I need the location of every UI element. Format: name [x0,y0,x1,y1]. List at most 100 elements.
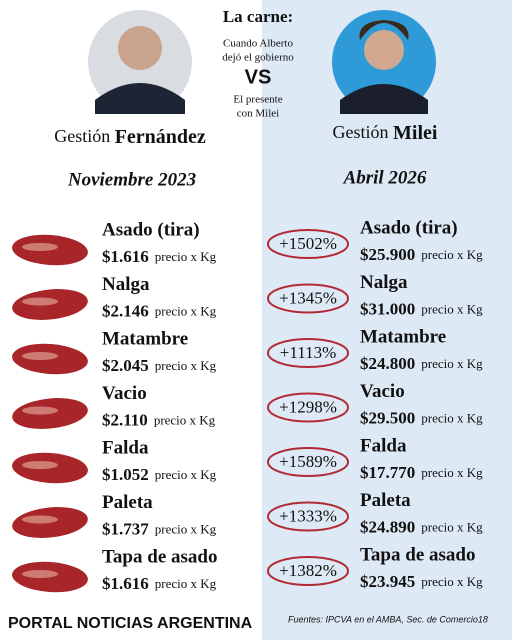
meat-fat [22,297,58,306]
price-after: $29.500 [360,408,415,427]
price-line: $1.616 precio x Kg [102,247,217,266]
cut-name: Vacio [360,381,405,402]
change-circle [267,229,349,259]
unit: precio x Kg [155,358,217,373]
cut-name: Nalga [360,272,408,293]
unit: precio x Kg [421,247,483,262]
subtitle: dejó el gobierno [222,52,294,64]
left-label: Gestión Fernández [54,126,206,148]
cut-name: Matambre [360,326,446,347]
unit: precio x Kg [155,467,217,482]
price-before: $2.045 [102,356,149,375]
price-line: $1.616 precio x Kg [102,574,217,593]
title: La carne: [223,7,293,26]
price-line: $1.052 precio x Kg [102,465,217,484]
meat-fat [22,243,58,251]
label-prefix: Gestión [54,126,110,146]
footer-source: Fuentes: IPCVA en el AMBA, Sec. de Comer… [288,614,488,624]
change: +1333% [279,506,337,525]
cut-name: Matambre [102,328,188,349]
subtitle: con Milei [237,108,279,120]
right-date: Abril 2026 [343,167,427,188]
cut-name: Nalga [102,274,150,295]
price-after: $24.800 [360,354,415,373]
change: +1113% [280,343,337,362]
price-line: $2.045 precio x Kg [102,356,217,375]
cut-name: Vacio [102,383,147,404]
price-line: $2.110 precio x Kg [102,410,216,429]
price-line: $17.770 precio x Kg [360,463,483,482]
price-before: $2.110 [102,410,148,429]
change: +1589% [279,452,337,471]
cut-name: Asado (tira) [102,219,200,240]
unit: precio x Kg [155,576,217,591]
cut-name: Paleta [360,490,411,511]
unit: precio x Kg [421,574,483,589]
unit: precio x Kg [155,521,217,536]
unit: precio x Kg [421,519,483,534]
change: +1502% [279,234,337,253]
price-after: $31.000 [360,299,415,318]
price-line: $25.900 precio x Kg [360,245,483,264]
change-circle [267,447,349,477]
price-before: $1.737 [102,519,149,538]
unit: precio x Kg [154,412,216,427]
label-name: Milei [393,122,438,144]
cut-name: Paleta [102,492,153,513]
change: +1298% [279,397,337,416]
price-line: $23.945 precio x Kg [360,572,483,591]
unit: precio x Kg [421,356,483,371]
price-line: $24.890 precio x Kg [360,517,483,536]
price-before: $1.052 [102,465,149,484]
unit: precio x Kg [421,465,483,480]
cut-name: Tapa de asado [102,546,217,567]
label-prefix: Gestión [333,122,389,142]
cut-name: Falda [102,437,149,458]
unit: precio x Kg [155,249,217,264]
photo-face [364,30,404,70]
change-circle [267,392,349,423]
change: +1382% [279,561,337,580]
price-after: $24.890 [360,517,415,536]
change-circle [267,501,349,532]
photo-suit [95,83,185,114]
price-line: $2.146 precio x Kg [102,301,217,320]
price-after: $25.900 [360,245,415,264]
meat-fat [22,406,58,415]
price-before: $1.616 [102,574,149,593]
photo-suit [340,84,428,114]
subtitle: El presente [233,94,282,106]
unit: precio x Kg [421,410,483,425]
price-line: $1.737 precio x Kg [102,519,217,538]
change-circle [267,556,349,586]
price-after: $17.770 [360,463,415,482]
unit: precio x Kg [421,301,483,316]
right-label: Gestión Milei [333,122,438,144]
cut-name: Asado (tira) [360,217,458,238]
price-line: $31.000 precio x Kg [360,299,483,318]
meat-fat [22,515,58,524]
price-after: $23.945 [360,572,415,591]
price-before: $1.616 [102,247,149,266]
meat-fat [22,352,58,360]
cut-name: Tapa de asado [360,544,475,565]
rows: Asado (tira) $1.616 precio x Kg +1502% Asado… [12,217,483,593]
change: +1345% [279,288,337,307]
footer-brand: PORTAL NOTICIAS ARGENTINA [8,615,253,632]
price-line: $24.800 precio x Kg [360,354,483,373]
left-date: Noviembre 2023 [67,169,196,190]
meat-fat [22,570,58,578]
photo-face [118,26,162,70]
price-line: $29.500 precio x Kg [360,408,483,427]
change-circle [267,283,349,314]
unit: precio x Kg [155,303,217,318]
change-circle [267,338,349,368]
label-name: Fernández [115,126,206,148]
subtitle: Cuando Alberto [223,38,293,50]
cut-name: Falda [360,435,407,456]
meat-fat [22,461,58,469]
vs: VS [245,66,272,88]
price-before: $2.146 [102,301,149,320]
photo-hair [359,20,409,40]
